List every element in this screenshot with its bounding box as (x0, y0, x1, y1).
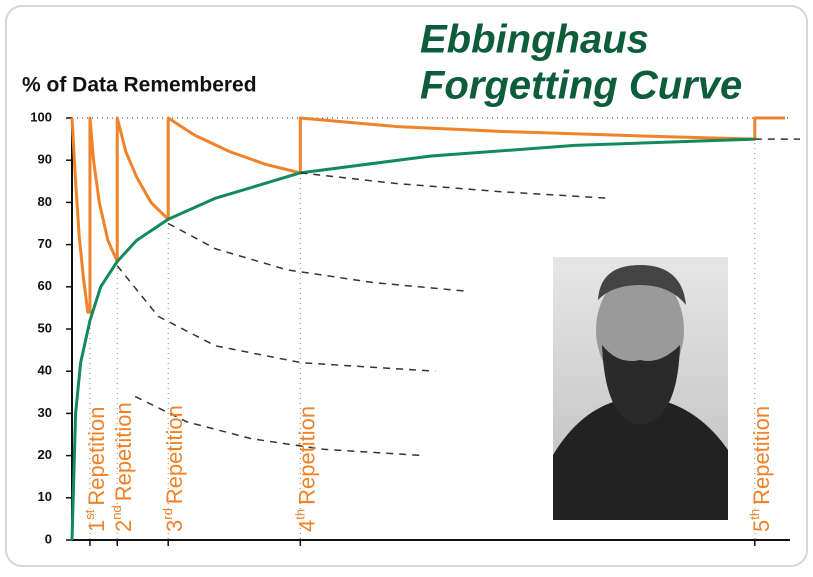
y-tick-label: 50 (38, 320, 52, 335)
repetition-text: Repetition (749, 406, 774, 505)
repetition-suffix: rd (161, 508, 176, 520)
repetition-suffix: th (747, 509, 762, 520)
repetition-number: 5 (749, 520, 774, 532)
repetition-label: 4th Repetition (293, 406, 319, 532)
repetition-suffix: th (293, 509, 308, 520)
y-tick-label: 30 (38, 405, 52, 420)
curve (70, 137, 755, 541)
y-axis-label: % of Data Remembered (22, 74, 257, 97)
y-tick-label: 10 (38, 489, 52, 504)
repetition-label: 5th Repetition (747, 406, 773, 532)
repetition-suffix: st (82, 509, 97, 520)
repetition-text: Repetition (294, 406, 319, 505)
curve (70, 116, 785, 314)
y-tick-label: 70 (38, 236, 52, 251)
repetition-number: 3 (162, 520, 187, 532)
y-tick-label: 60 (38, 278, 52, 293)
repetition-label: 3rd Repetition (161, 405, 187, 532)
y-tick-label: 0 (45, 531, 52, 546)
repetition-number: 4 (294, 520, 319, 532)
repetition-text: Repetition (84, 407, 109, 506)
title-line: Forgetting Curve (420, 64, 742, 108)
y-tick-label: 90 (38, 152, 52, 167)
y-tick-label: 20 (38, 447, 52, 462)
dashed-curve (300, 172, 608, 199)
y-tick-label: 80 (38, 194, 52, 209)
title-line: Ebbinghaus (420, 18, 649, 62)
repetition-number: 1 (84, 520, 109, 532)
y-tick-label: 40 (38, 363, 52, 378)
y-tick-label: 100 (30, 109, 52, 124)
portrait (553, 257, 728, 520)
repetition-number: 2 (111, 520, 136, 532)
repetition-text: Repetition (162, 405, 187, 504)
repetition-text: Repetition (111, 402, 136, 501)
repetition-suffix: nd (110, 505, 125, 519)
repetition-label: 2nd Repetition (110, 402, 136, 532)
repetition-label: 1st Repetition (82, 407, 108, 532)
dashed-curve (116, 265, 436, 372)
